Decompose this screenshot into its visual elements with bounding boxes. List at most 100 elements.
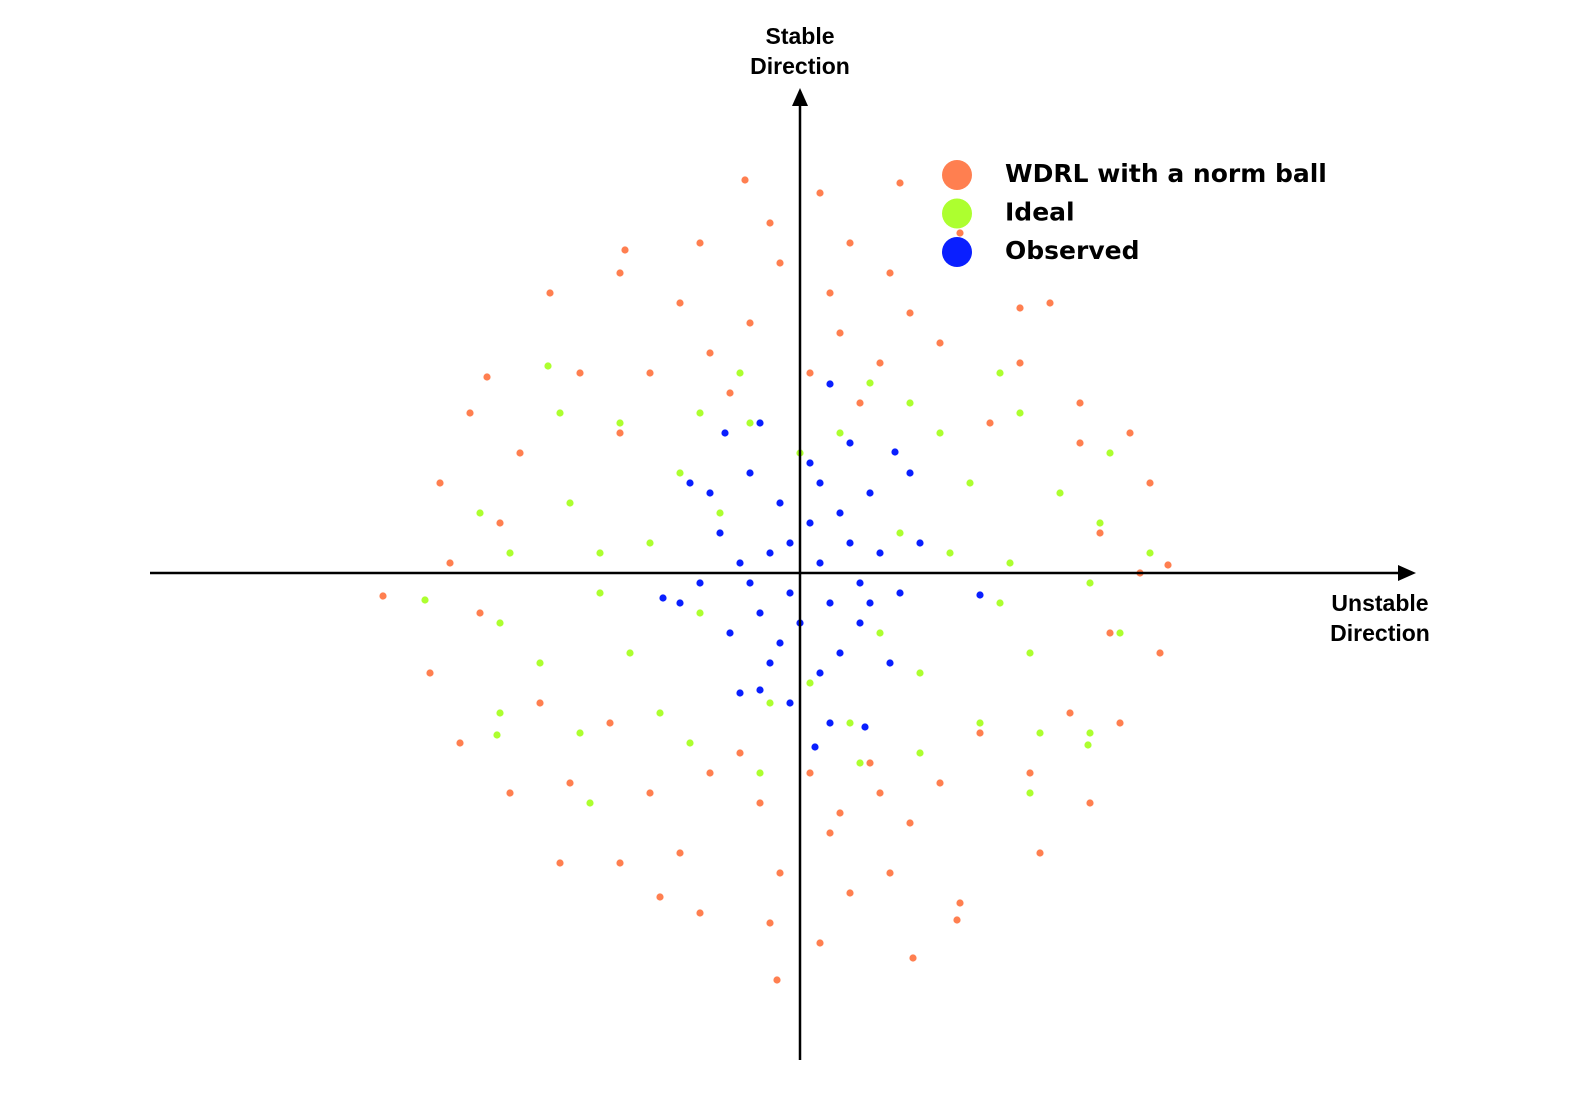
point bbox=[826, 380, 834, 388]
point bbox=[483, 373, 491, 381]
point bbox=[891, 448, 899, 456]
point bbox=[1006, 559, 1014, 567]
point bbox=[856, 399, 864, 407]
point bbox=[906, 309, 914, 317]
point bbox=[736, 369, 744, 377]
point bbox=[596, 589, 604, 597]
points bbox=[379, 176, 1172, 984]
point bbox=[956, 899, 964, 907]
point bbox=[1036, 729, 1044, 737]
legend-marker bbox=[942, 198, 972, 229]
point bbox=[896, 179, 904, 187]
point bbox=[1016, 304, 1024, 312]
point bbox=[726, 629, 734, 637]
point bbox=[646, 789, 654, 797]
legend-label: Ideal bbox=[1005, 198, 1075, 227]
point bbox=[806, 769, 814, 777]
point bbox=[896, 589, 904, 597]
point bbox=[773, 976, 781, 984]
point bbox=[676, 469, 684, 477]
point bbox=[816, 189, 824, 197]
point bbox=[816, 559, 824, 567]
point bbox=[566, 779, 574, 787]
point bbox=[756, 799, 764, 807]
point bbox=[856, 619, 864, 627]
point bbox=[456, 739, 464, 747]
point bbox=[946, 549, 954, 557]
point bbox=[586, 799, 594, 807]
point bbox=[936, 429, 944, 437]
point bbox=[986, 419, 994, 427]
point bbox=[806, 679, 814, 687]
point bbox=[916, 539, 924, 547]
point bbox=[1056, 489, 1064, 497]
point bbox=[466, 409, 474, 417]
point bbox=[876, 549, 884, 557]
point bbox=[906, 399, 914, 407]
point bbox=[596, 549, 604, 557]
point bbox=[876, 629, 884, 637]
point bbox=[476, 609, 484, 617]
point bbox=[846, 439, 854, 447]
x-arrow bbox=[1398, 565, 1416, 581]
point bbox=[936, 339, 944, 347]
point bbox=[736, 749, 744, 757]
point bbox=[536, 699, 544, 707]
point bbox=[656, 893, 664, 901]
point bbox=[956, 229, 964, 237]
point bbox=[421, 596, 429, 604]
point bbox=[696, 579, 704, 587]
point bbox=[866, 489, 874, 497]
point bbox=[436, 479, 444, 487]
point bbox=[706, 349, 714, 357]
point bbox=[1146, 549, 1154, 557]
point bbox=[976, 729, 984, 737]
point bbox=[976, 591, 984, 599]
point bbox=[686, 479, 694, 487]
point bbox=[686, 739, 694, 747]
point bbox=[696, 609, 704, 617]
point bbox=[646, 539, 654, 547]
point bbox=[1116, 629, 1124, 637]
point bbox=[1096, 529, 1104, 537]
point bbox=[544, 362, 552, 370]
point bbox=[1076, 439, 1084, 447]
point bbox=[616, 429, 624, 437]
point bbox=[696, 409, 704, 417]
point bbox=[746, 319, 754, 327]
point bbox=[1036, 849, 1044, 857]
point bbox=[866, 599, 874, 607]
point bbox=[876, 359, 884, 367]
point bbox=[886, 269, 894, 277]
point bbox=[766, 659, 774, 667]
point bbox=[1016, 359, 1024, 367]
point bbox=[806, 369, 814, 377]
point bbox=[786, 539, 794, 547]
point bbox=[976, 719, 984, 727]
point bbox=[1126, 429, 1134, 437]
point bbox=[556, 409, 564, 417]
point bbox=[886, 659, 894, 667]
point bbox=[756, 769, 764, 777]
point bbox=[676, 299, 684, 307]
y-arrow bbox=[792, 88, 808, 106]
point bbox=[826, 599, 834, 607]
point bbox=[916, 749, 924, 757]
point bbox=[811, 743, 819, 751]
point bbox=[756, 419, 764, 427]
point bbox=[716, 529, 724, 537]
point bbox=[1026, 649, 1034, 657]
point bbox=[1116, 719, 1124, 727]
point bbox=[646, 369, 654, 377]
point bbox=[716, 509, 724, 517]
point bbox=[676, 849, 684, 857]
point bbox=[806, 519, 814, 527]
point bbox=[876, 789, 884, 797]
point bbox=[786, 589, 794, 597]
point bbox=[696, 239, 704, 247]
point bbox=[721, 429, 729, 437]
x-axis-label: Unstable Direction bbox=[1330, 590, 1430, 646]
point bbox=[659, 594, 667, 602]
point bbox=[996, 369, 1004, 377]
